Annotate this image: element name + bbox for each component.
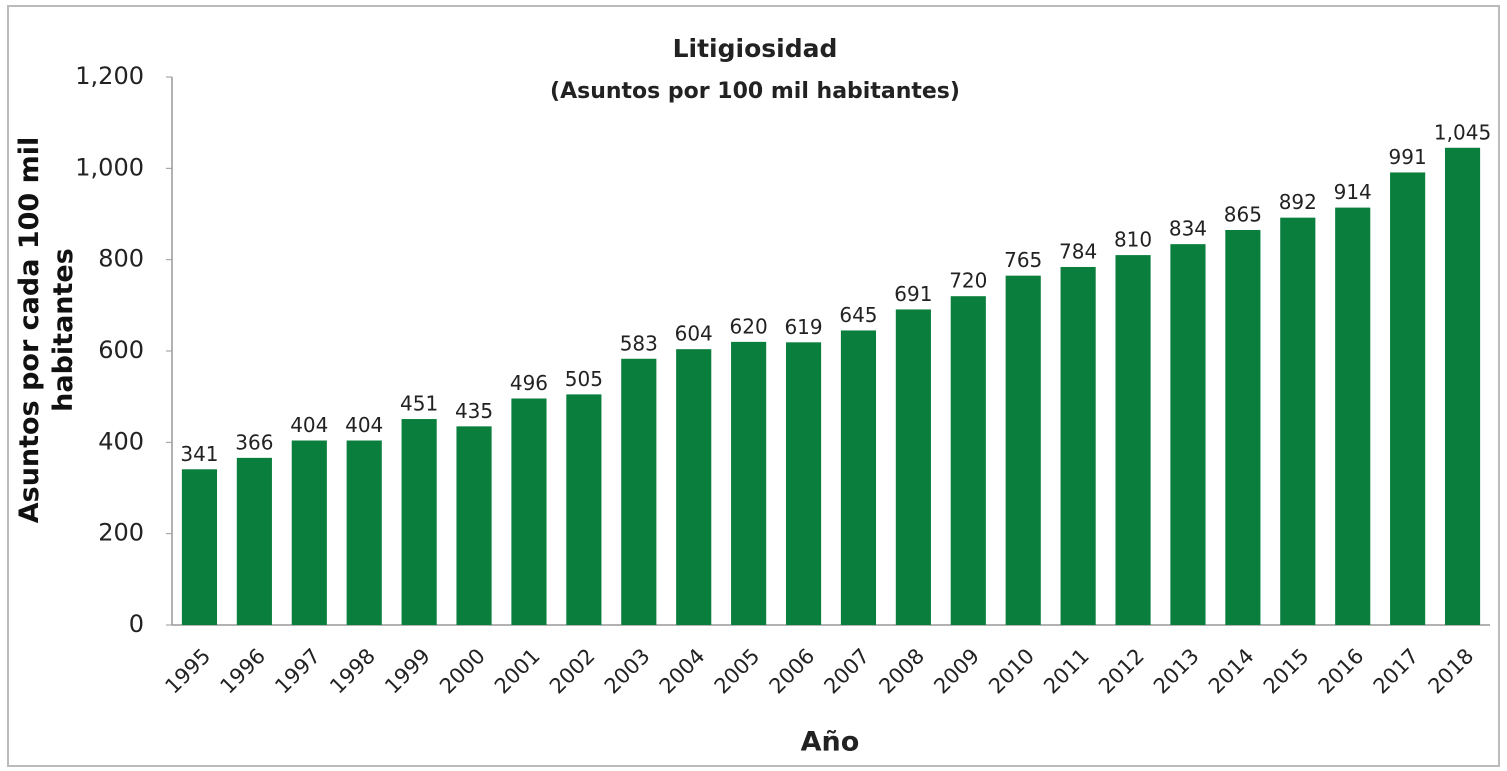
bar xyxy=(456,426,492,625)
x-tick-label: 2003 xyxy=(600,644,655,699)
data-label: 505 xyxy=(565,367,603,391)
data-label: 914 xyxy=(1334,180,1372,204)
data-label: 892 xyxy=(1279,190,1317,214)
y-tick-label: 1,000 xyxy=(75,153,144,181)
bar xyxy=(566,394,602,625)
bar xyxy=(840,330,877,625)
bar xyxy=(236,457,272,625)
x-tick-label: 2016 xyxy=(1314,644,1369,699)
data-label: 784 xyxy=(1059,239,1097,263)
bar xyxy=(676,349,712,625)
data-label: 765 xyxy=(1004,248,1042,272)
data-label: 496 xyxy=(510,371,548,395)
x-tick-label: 2013 xyxy=(1149,644,1204,699)
x-tick-label: 2012 xyxy=(1094,644,1149,699)
x-tick-label: 2009 xyxy=(929,644,984,699)
y-tick-label: 1,200 xyxy=(75,62,144,90)
bar xyxy=(895,309,931,625)
bar xyxy=(1005,275,1041,625)
chart-border xyxy=(7,5,1500,767)
data-label: 366 xyxy=(235,430,273,454)
y-tick-label: 0 xyxy=(129,610,144,638)
bar xyxy=(785,342,822,625)
data-label: 1,045 xyxy=(1434,120,1491,144)
data-label: 865 xyxy=(1224,202,1262,226)
data-label: 404 xyxy=(345,413,383,437)
y-tick-label: 200 xyxy=(98,519,144,547)
bar xyxy=(1335,207,1371,625)
data-label: 604 xyxy=(675,322,713,346)
bar xyxy=(401,419,437,625)
chart-subtitle: (Asuntos por 100 mil habitantes) xyxy=(550,79,960,104)
x-tick-label: 2005 xyxy=(710,644,765,699)
bar xyxy=(1390,172,1426,625)
bar xyxy=(181,469,218,625)
y-tick-label: 400 xyxy=(98,427,144,455)
bar xyxy=(291,440,327,625)
x-tick-label: 2001 xyxy=(490,644,545,699)
x-tick-label: 2014 xyxy=(1204,644,1259,699)
x-tick-label: 2018 xyxy=(1424,644,1479,699)
chart-title: Litigiosidad xyxy=(673,34,838,63)
y-tick-label: 600 xyxy=(98,336,144,364)
x-tick-label: 1996 xyxy=(215,644,270,699)
bar xyxy=(1170,244,1206,625)
x-tick-label: 2007 xyxy=(819,644,874,699)
x-tick-label: 2010 xyxy=(984,644,1039,699)
x-tick-label: 2006 xyxy=(765,644,820,699)
data-label: 341 xyxy=(180,442,218,466)
data-label: 620 xyxy=(730,314,768,338)
bar xyxy=(731,341,767,625)
data-label: 451 xyxy=(400,392,438,416)
x-axis-label: Año xyxy=(801,727,860,758)
x-tick-label: 1997 xyxy=(270,644,325,699)
y-axis-label: Asuntos por cada 100 mil habitantes xyxy=(14,136,79,524)
x-tick-label: 2008 xyxy=(874,644,929,699)
x-tick-label: 1998 xyxy=(325,644,380,699)
data-label: 645 xyxy=(839,303,877,327)
bar xyxy=(950,296,986,625)
x-tick-label: 2004 xyxy=(655,644,710,699)
x-tick-label: 1999 xyxy=(380,644,435,699)
x-tick-label: 2015 xyxy=(1259,644,1314,699)
data-label: 691 xyxy=(894,282,932,306)
data-label: 435 xyxy=(455,399,493,423)
y-tick-label: 800 xyxy=(98,245,144,273)
x-tick-label: 2011 xyxy=(1039,644,1094,699)
data-label: 834 xyxy=(1169,217,1207,241)
bar xyxy=(1225,229,1261,625)
bar xyxy=(1060,266,1096,625)
data-label: 720 xyxy=(949,269,987,293)
x-tick-label: 2017 xyxy=(1369,644,1424,699)
data-label: 991 xyxy=(1389,145,1427,169)
x-tick-label: 2000 xyxy=(435,644,490,699)
data-label: 583 xyxy=(620,331,658,355)
data-label: 404 xyxy=(290,413,328,437)
x-tick-label: 2002 xyxy=(545,644,600,699)
data-label: 619 xyxy=(784,315,822,339)
x-tick-label: 1995 xyxy=(160,644,215,699)
bar xyxy=(1115,255,1151,625)
bar xyxy=(346,440,382,625)
bar xyxy=(1444,147,1481,626)
bar xyxy=(621,358,657,625)
bar xyxy=(1280,217,1316,626)
data-label: 810 xyxy=(1114,228,1152,252)
bar xyxy=(511,398,547,625)
